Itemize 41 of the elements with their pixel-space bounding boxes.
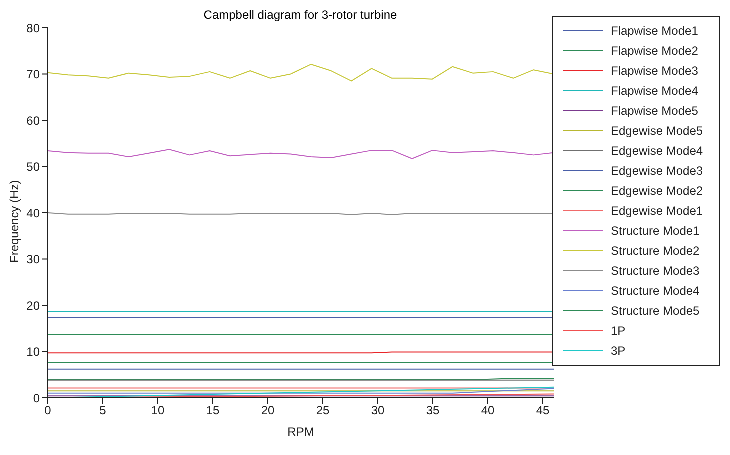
y-tick-label: 30 — [26, 252, 40, 267]
x-axis-title: RPM — [288, 425, 314, 439]
legend-label: Flapwise Mode4 — [611, 84, 698, 98]
x-tick-label: 0 — [44, 404, 52, 418]
legend-label: Flapwise Mode2 — [611, 44, 698, 58]
legend-label: Edgewise Mode1 — [611, 204, 704, 218]
x-tick-label: 40 — [481, 404, 495, 418]
legend-label: Edgewise Mode3 — [611, 164, 704, 178]
y-tick-label: 40 — [26, 206, 40, 220]
chart-title: Campbell diagram for 3-rotor turbine — [202, 8, 398, 22]
legend-label: Edgewise Mode4 — [611, 144, 704, 158]
y-tick-label: 80 — [26, 21, 40, 36]
y-tick-label: 70 — [26, 68, 40, 82]
legend-label: Structure Mode2 — [611, 244, 700, 258]
legend-label: Flapwise Mode3 — [611, 64, 698, 78]
legend-label: 3P — [611, 344, 626, 358]
x-tick-label: 10 — [151, 404, 165, 418]
line-series — [48, 149, 554, 160]
y-tick-label: 20 — [26, 298, 40, 313]
legend-label: Structure Mode4 — [611, 284, 700, 298]
y-tick-label: 60 — [26, 114, 40, 128]
legend-label: Edgewise Mode2 — [611, 184, 704, 198]
x-tick-label: 5 — [100, 404, 107, 418]
legend-label: Flapwise Mode5 — [611, 104, 698, 118]
x-tick-label: 30 — [371, 404, 385, 418]
legend-label: Structure Mode3 — [611, 264, 700, 278]
legend-label: Structure Mode1 — [611, 224, 700, 238]
x-tick-label: 15 — [206, 404, 220, 418]
x-tick-label: 20 — [261, 404, 275, 418]
legend-label: Edgewise Mode5 — [611, 124, 704, 138]
y-tick-label: 0 — [33, 391, 40, 406]
y-axis-title: Frequency (Hz) — [7, 180, 22, 263]
line-series — [48, 64, 554, 82]
x-tick-label: 25 — [316, 404, 330, 418]
x-tick-label: 45 — [536, 404, 550, 418]
legend-label: Structure Mode5 — [611, 304, 700, 318]
legend-label: Flapwise Mode1 — [611, 24, 698, 38]
x-tick-label: 35 — [426, 404, 440, 418]
legend-label: 1P — [611, 324, 626, 338]
y-tick-label: 50 — [26, 160, 40, 174]
y-tick-label: 10 — [26, 345, 40, 360]
